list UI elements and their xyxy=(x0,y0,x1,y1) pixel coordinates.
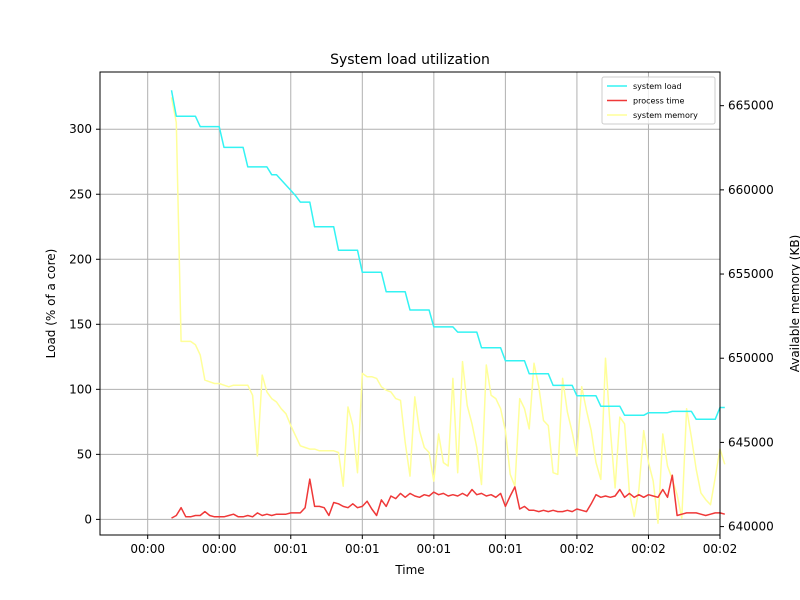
y-right-tick-label: 650000 xyxy=(728,351,774,365)
series-line-system-memory xyxy=(170,97,726,524)
y-right-tick-label: 645000 xyxy=(728,435,774,449)
legend-label: system memory xyxy=(633,111,698,120)
y-left-tick-label: 100 xyxy=(69,382,92,396)
legend-label: process time xyxy=(633,97,684,106)
y-axis-right-label: Available memory (KB) xyxy=(788,235,800,373)
y-left-tick-label: 300 xyxy=(69,122,92,136)
x-tick-label: 00:00 xyxy=(130,542,165,556)
y-left-tick-label: 150 xyxy=(69,317,92,331)
x-tick-label: 00:01 xyxy=(488,542,523,556)
y-right-tick-label: 655000 xyxy=(728,267,774,281)
chart-title: System load utilization xyxy=(330,52,490,68)
y-left-tick-label: 0 xyxy=(84,512,92,526)
x-axis: 00:00 00:00 00:01 00:01 00:01 00:01 00:02 00:02… xyxy=(130,535,737,556)
series-line-process-time xyxy=(171,474,725,519)
y-axis-right: 640000 645000 650000 655000 660000 665000 xyxy=(720,99,774,534)
y-right-tick-label: 660000 xyxy=(728,183,774,197)
legend-box xyxy=(601,76,716,125)
series-line-system-load xyxy=(170,90,725,421)
x-tick-label: 00:01 xyxy=(273,542,308,556)
x-tick-label: 00:02 xyxy=(703,542,738,556)
x-axis-label: Time xyxy=(394,563,424,577)
y-right-tick-label: 640000 xyxy=(728,520,774,534)
y-axis-left: 0 50 100 150 200 250 300 xyxy=(69,122,100,526)
series-group xyxy=(170,90,726,524)
y-right-tick-label: 665000 xyxy=(728,99,774,113)
y-left-tick-label: 200 xyxy=(69,252,92,266)
x-tick-label: 00:02 xyxy=(560,542,595,556)
plot-frame xyxy=(99,71,721,536)
legend-label: system load xyxy=(633,82,682,91)
y-left-tick-label: 50 xyxy=(77,447,92,461)
y-left-tick-label: 250 xyxy=(69,187,92,201)
x-tick-label: 00:01 xyxy=(345,542,380,556)
x-tick-label: 00:02 xyxy=(631,542,666,556)
y-axis-left-label: Load (% of a core) xyxy=(44,249,58,359)
legend: system load process time system memory xyxy=(601,76,716,125)
x-tick-label: 00:01 xyxy=(417,542,452,556)
x-tick-label: 00:00 xyxy=(202,542,237,556)
